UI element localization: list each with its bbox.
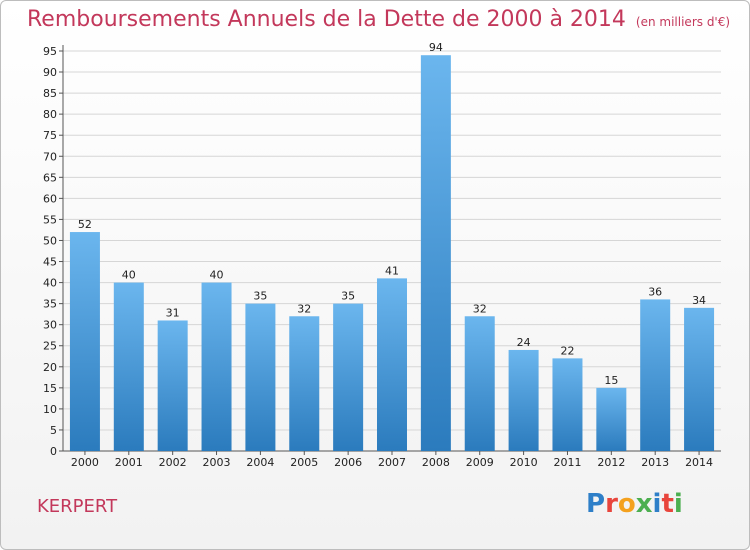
bar-2001 (113, 282, 144, 451)
y-tick-label: 85 (43, 87, 57, 100)
data-label-2009: 32 (473, 302, 487, 315)
data-label-2007: 41 (385, 264, 399, 277)
x-tick-label-2011: 2011 (553, 456, 581, 469)
bar-2004 (245, 303, 276, 451)
bar-2005 (289, 316, 320, 451)
bar-2007 (377, 278, 407, 451)
bar-2014 (684, 307, 715, 451)
data-label-2014: 34 (692, 294, 706, 307)
logo-letter: i (673, 489, 683, 519)
logo-letter: r (605, 489, 618, 519)
bar-2006 (333, 303, 364, 451)
y-tick-label: 45 (43, 256, 57, 269)
bar-2008 (420, 55, 451, 452)
x-tick-label-2001: 2001 (115, 456, 143, 469)
chart-unit: (en milliers d'€) (635, 15, 731, 29)
x-tick-label-2014: 2014 (685, 456, 713, 469)
bar-2003 (201, 282, 232, 451)
labels: 0 5 10 15 20 25 30 35 40 45 50 55 60 65 70 75 80 85 90 95 52… (43, 41, 713, 469)
proxiti-logo[interactable]: Proxiti (586, 489, 683, 519)
data-label-2005: 32 (297, 302, 311, 315)
y-tick-label: 30 (43, 319, 57, 332)
y-tick-label: 25 (43, 340, 57, 353)
y-tick-label: 60 (43, 192, 57, 205)
x-tick-label-2008: 2008 (422, 456, 450, 469)
y-tick-label: 5 (50, 424, 57, 437)
x-tick-label-2004: 2004 (246, 456, 274, 469)
bars (69, 55, 715, 452)
y-tick-label: 80 (43, 108, 57, 121)
data-label-2010: 24 (517, 336, 531, 349)
bar-2009 (464, 316, 495, 451)
data-label-2000: 52 (78, 218, 92, 231)
y-tick-label: 20 (43, 361, 57, 374)
bar-2010 (508, 349, 539, 451)
bar-2002 (157, 320, 188, 451)
data-label-2002: 31 (166, 306, 180, 319)
y-tick-label: 55 (43, 213, 57, 226)
x-tick-label-2006: 2006 (334, 456, 362, 469)
x-tick-label-2007: 2007 (378, 456, 406, 469)
logo-letter: P (586, 489, 606, 519)
data-label-2004: 35 (253, 290, 267, 303)
x-tick-label-2002: 2002 (159, 456, 187, 469)
data-label-2011: 22 (560, 344, 574, 357)
y-tick-label: 65 (43, 171, 57, 184)
bar-2012 (596, 387, 627, 451)
data-label-2012: 15 (604, 374, 618, 387)
y-tick-label: 0 (50, 445, 57, 458)
data-label-2008: 94 (429, 41, 443, 54)
chart-title-text: Remboursements Annuels de la Dette de 20… (27, 7, 626, 32)
data-label-2001: 40 (122, 269, 136, 282)
logo-letter: x (635, 489, 653, 519)
x-tick-label-2013: 2013 (641, 456, 669, 469)
x-tick-label-2003: 2003 (203, 456, 231, 469)
y-tick-label: 35 (43, 298, 57, 311)
y-tick-label: 90 (43, 66, 57, 79)
y-tick-label: 95 (43, 45, 57, 58)
logo-letter: i (652, 489, 662, 519)
y-tick-label: 10 (43, 403, 57, 416)
bar-2000 (69, 232, 100, 451)
data-label-2013: 36 (648, 285, 662, 298)
x-tick-label-2005: 2005 (290, 456, 318, 469)
y-tick-label: 75 (43, 129, 57, 142)
y-tick-label: 40 (43, 277, 57, 290)
x-tick-label-2009: 2009 (466, 456, 494, 469)
place-name: KERPERT (37, 496, 118, 517)
x-tick-label-2012: 2012 (597, 456, 625, 469)
chart-title: Remboursements Annuels de la Dette de 20… (27, 7, 730, 32)
y-tick-label: 15 (43, 382, 57, 395)
data-label-2006: 35 (341, 290, 355, 303)
logo-letter: t (661, 489, 674, 519)
x-tick-label-2000: 2000 (71, 456, 99, 469)
bar-2013 (640, 299, 671, 451)
data-label-2003: 40 (210, 269, 224, 282)
y-tick-label: 50 (43, 234, 57, 247)
logo-letter: o (617, 489, 636, 519)
x-tick-label-2010: 2010 (510, 456, 538, 469)
bar-2011 (552, 358, 583, 451)
y-tick-label: 70 (43, 150, 57, 163)
